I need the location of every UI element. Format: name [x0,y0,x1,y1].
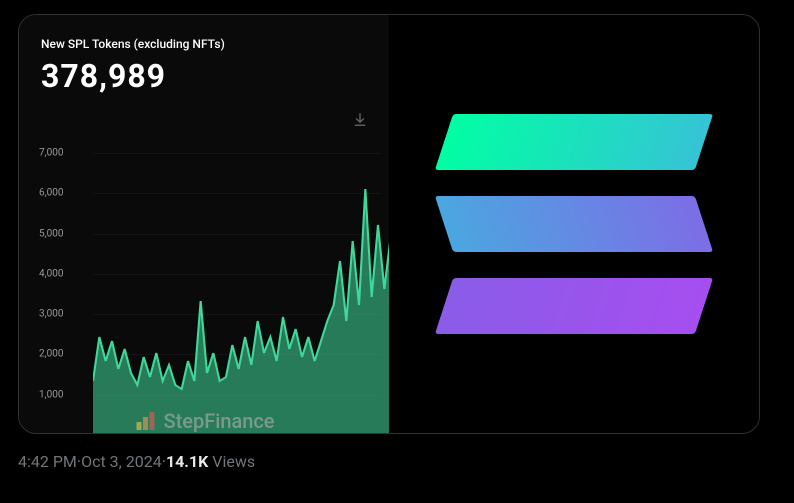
y-tick-label: 5,000 [39,228,63,239]
chart-svg [93,133,389,433]
tweet-date[interactable]: Oct 3, 2024 [81,452,162,471]
chart-title: New SPL Tokens (excluding NFTs) [41,37,225,51]
y-tick-label: 6,000 [39,188,63,199]
media-card[interactable]: New SPL Tokens (excluding NFTs) 378,989 … [18,14,760,434]
y-tick-label: 1,000 [39,389,63,400]
download-icon[interactable] [351,111,371,131]
solana-bar [444,278,704,334]
logo-panel [389,15,759,433]
chart-headline-value: 378,989 [41,57,166,95]
y-tick-label: 7,000 [39,148,63,159]
solana-logo [444,114,704,334]
chart-watermark: StepFinance [133,409,274,433]
watermark-text: StepFinance [163,409,274,433]
chart-area: 1,000 2,000 3,000 4,000 5,000 6,000 7,000 [39,133,381,433]
y-tick-label: 2,000 [39,349,63,360]
solana-bar [444,114,704,170]
y-tick-label: 3,000 [39,309,63,320]
y-tick-label: 4,000 [39,268,63,279]
stepfinance-logo-icon [133,409,157,433]
views-label-text: Views [212,452,255,471]
y-axis-labels: 1,000 2,000 3,000 4,000 5,000 6,000 7,000 [39,133,85,433]
tweet-time[interactable]: 4:42 PM [18,452,77,471]
tweet-container: New SPL Tokens (excluding NFTs) 378,989 … [0,0,794,503]
tweet-meta-row: 4:42 PM · Oct 3, 2024 · 14.1K Views [18,452,255,471]
chart-panel: New SPL Tokens (excluding NFTs) 378,989 … [19,15,389,433]
solana-bar [444,196,704,252]
views-count[interactable]: 14.1K [166,452,208,471]
